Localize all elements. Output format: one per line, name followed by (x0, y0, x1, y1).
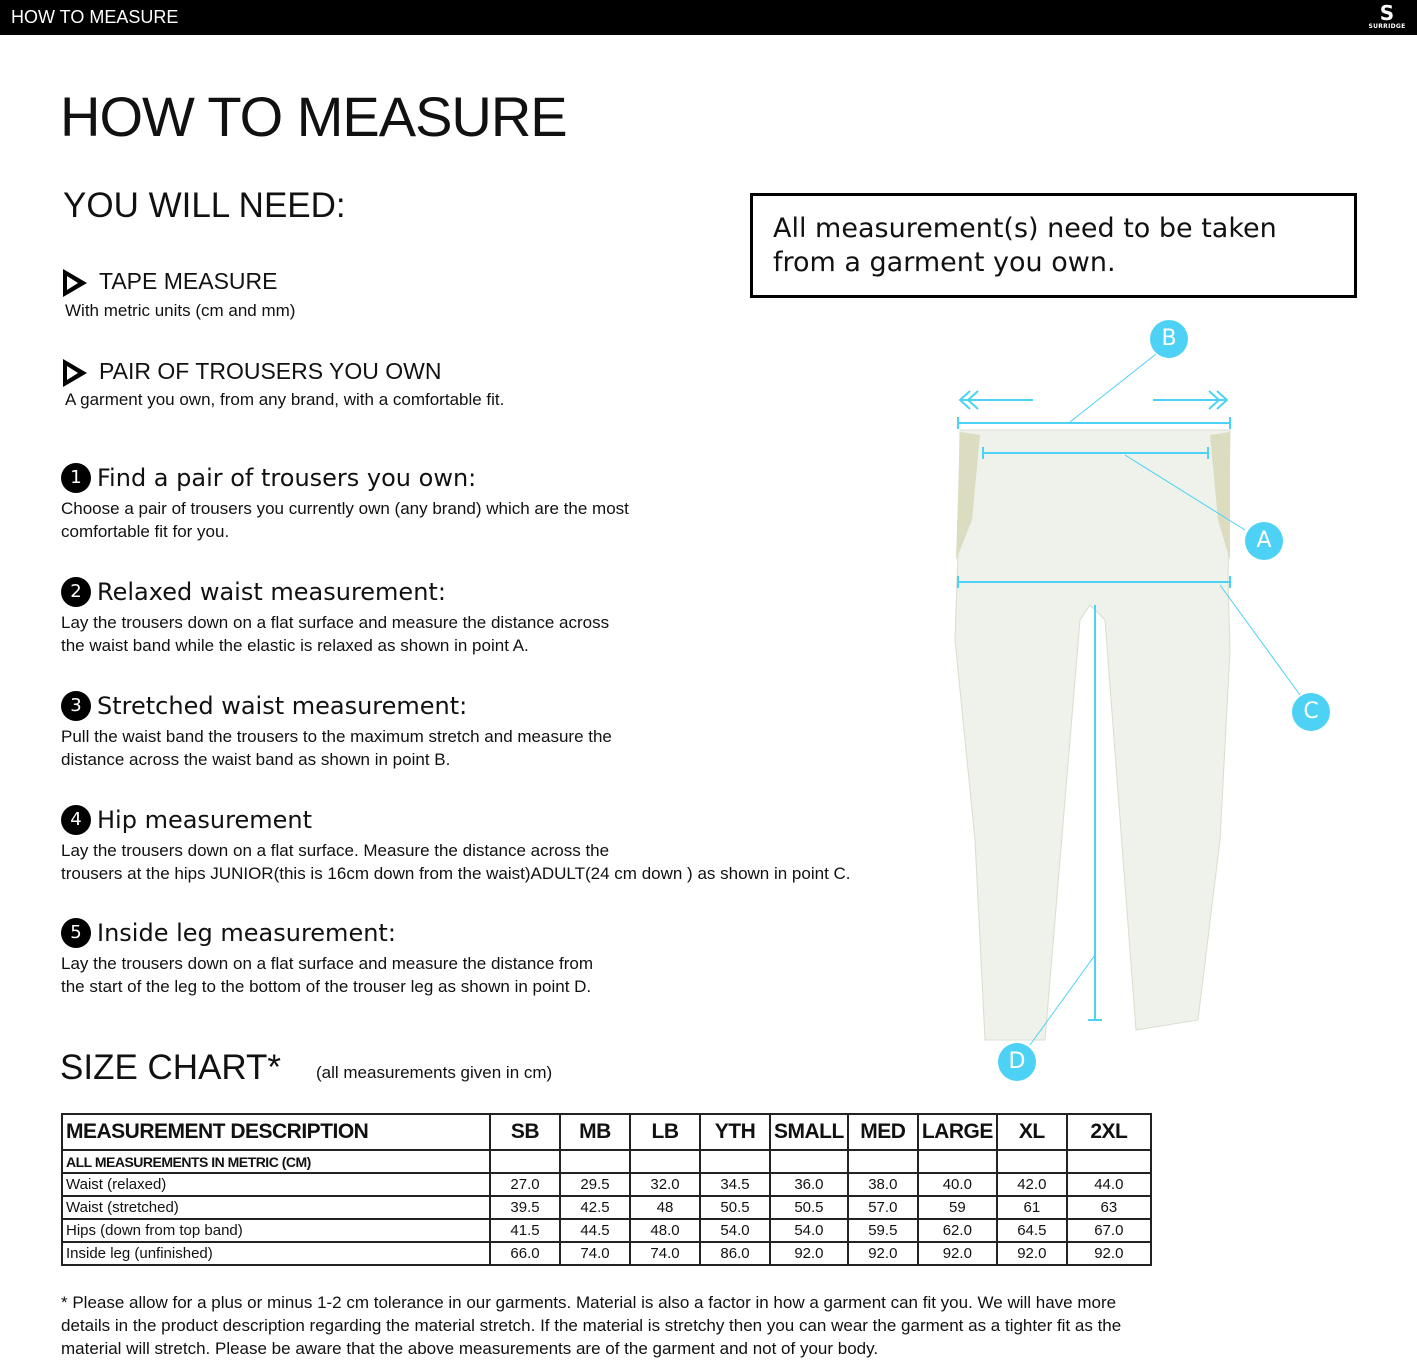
step-title: Find a pair of trousers you own: (97, 464, 477, 492)
step-title: Hip measurement (97, 806, 313, 834)
trousers-diagram (954, 353, 1301, 1046)
step-number: 4 (61, 805, 91, 835)
point-c-label: C (1292, 693, 1330, 731)
size-chart-table: MEASUREMENT DESCRIPTION SB MB LB YTH SMALL MED… (61, 1113, 1152, 1266)
table-row: Waist (stretched) 39.5 42.5 48 50.5 50.5 57.0 5… (61, 1195, 1152, 1220)
triangle-bullet-icon (63, 359, 87, 387)
step-number: 3 (61, 691, 91, 721)
need-item-label: PAIR OF TROUSERS YOU OWN (99, 358, 442, 384)
table-row: Hips (down from top band) 41.5 44.5 48.0 54.… (61, 1218, 1152, 1243)
table-subheader-row: ALL MEASUREMENTS IN METRIC (CM) (61, 1149, 1152, 1174)
header-title: HOW TO MEASURE (11, 7, 179, 27)
need-item-desc: With metric units (cm and mm) (65, 301, 296, 320)
step-number: 5 (61, 918, 91, 948)
table-row: Inside leg (unfinished) 66.0 74.0 74.0 86.0 9… (61, 1241, 1152, 1266)
step-title: Stretched waist measurement: (97, 692, 468, 720)
need-item-label: TAPE MEASURE (99, 268, 278, 294)
size-chart-note: (all measurements given in cm) (316, 1063, 553, 1082)
point-a-label: A (1245, 522, 1283, 560)
page-title: HOW TO MEASURE (60, 85, 568, 148)
triangle-bullet-icon (63, 269, 87, 297)
size-chart-title: SIZE CHART* (60, 1048, 282, 1087)
step-4: 4 Hip measurement Lay the trousers down on… (61, 805, 851, 883)
surridge-logo: S SURRIDGE (1368, 1, 1406, 30)
top-bar: HOW TO MEASURE S SURRIDGE (0, 0, 1417, 35)
table-header-row: MEASUREMENT DESCRIPTION SB MB LB YTH SMALL MED… (61, 1113, 1152, 1151)
footnote: * Please allow for a plus or minus 1-2 c… (61, 1293, 1122, 1358)
point-d-label: D (998, 1043, 1036, 1081)
step-title: Relaxed waist measurement: (97, 578, 446, 606)
step-1: 1 Find a pair of trousers you own: Choose … (61, 463, 629, 541)
step-2: 2 Relaxed waist measurement: Lay the trous… (61, 577, 610, 655)
point-b-label: B (1150, 320, 1188, 358)
step-5: 5 Inside leg measurement: Lay the trousers… (61, 918, 594, 996)
need-item-desc: A garment you own, from any brand, with … (65, 390, 505, 409)
table-row: Waist (relaxed) 27.0 29.5 32.0 34.5 36.0 38.0 4… (61, 1172, 1152, 1197)
step-title: Inside leg measurement: (97, 919, 396, 947)
step-number: 2 (61, 577, 91, 607)
notice-box: All measurement(s) need to be taken from… (750, 193, 1357, 298)
you-will-need-heading: YOU WILL NEED: (63, 186, 346, 225)
step-number: 1 (61, 463, 91, 493)
step-3: 3 Stretched waist measurement: Pull the wa… (61, 691, 612, 769)
